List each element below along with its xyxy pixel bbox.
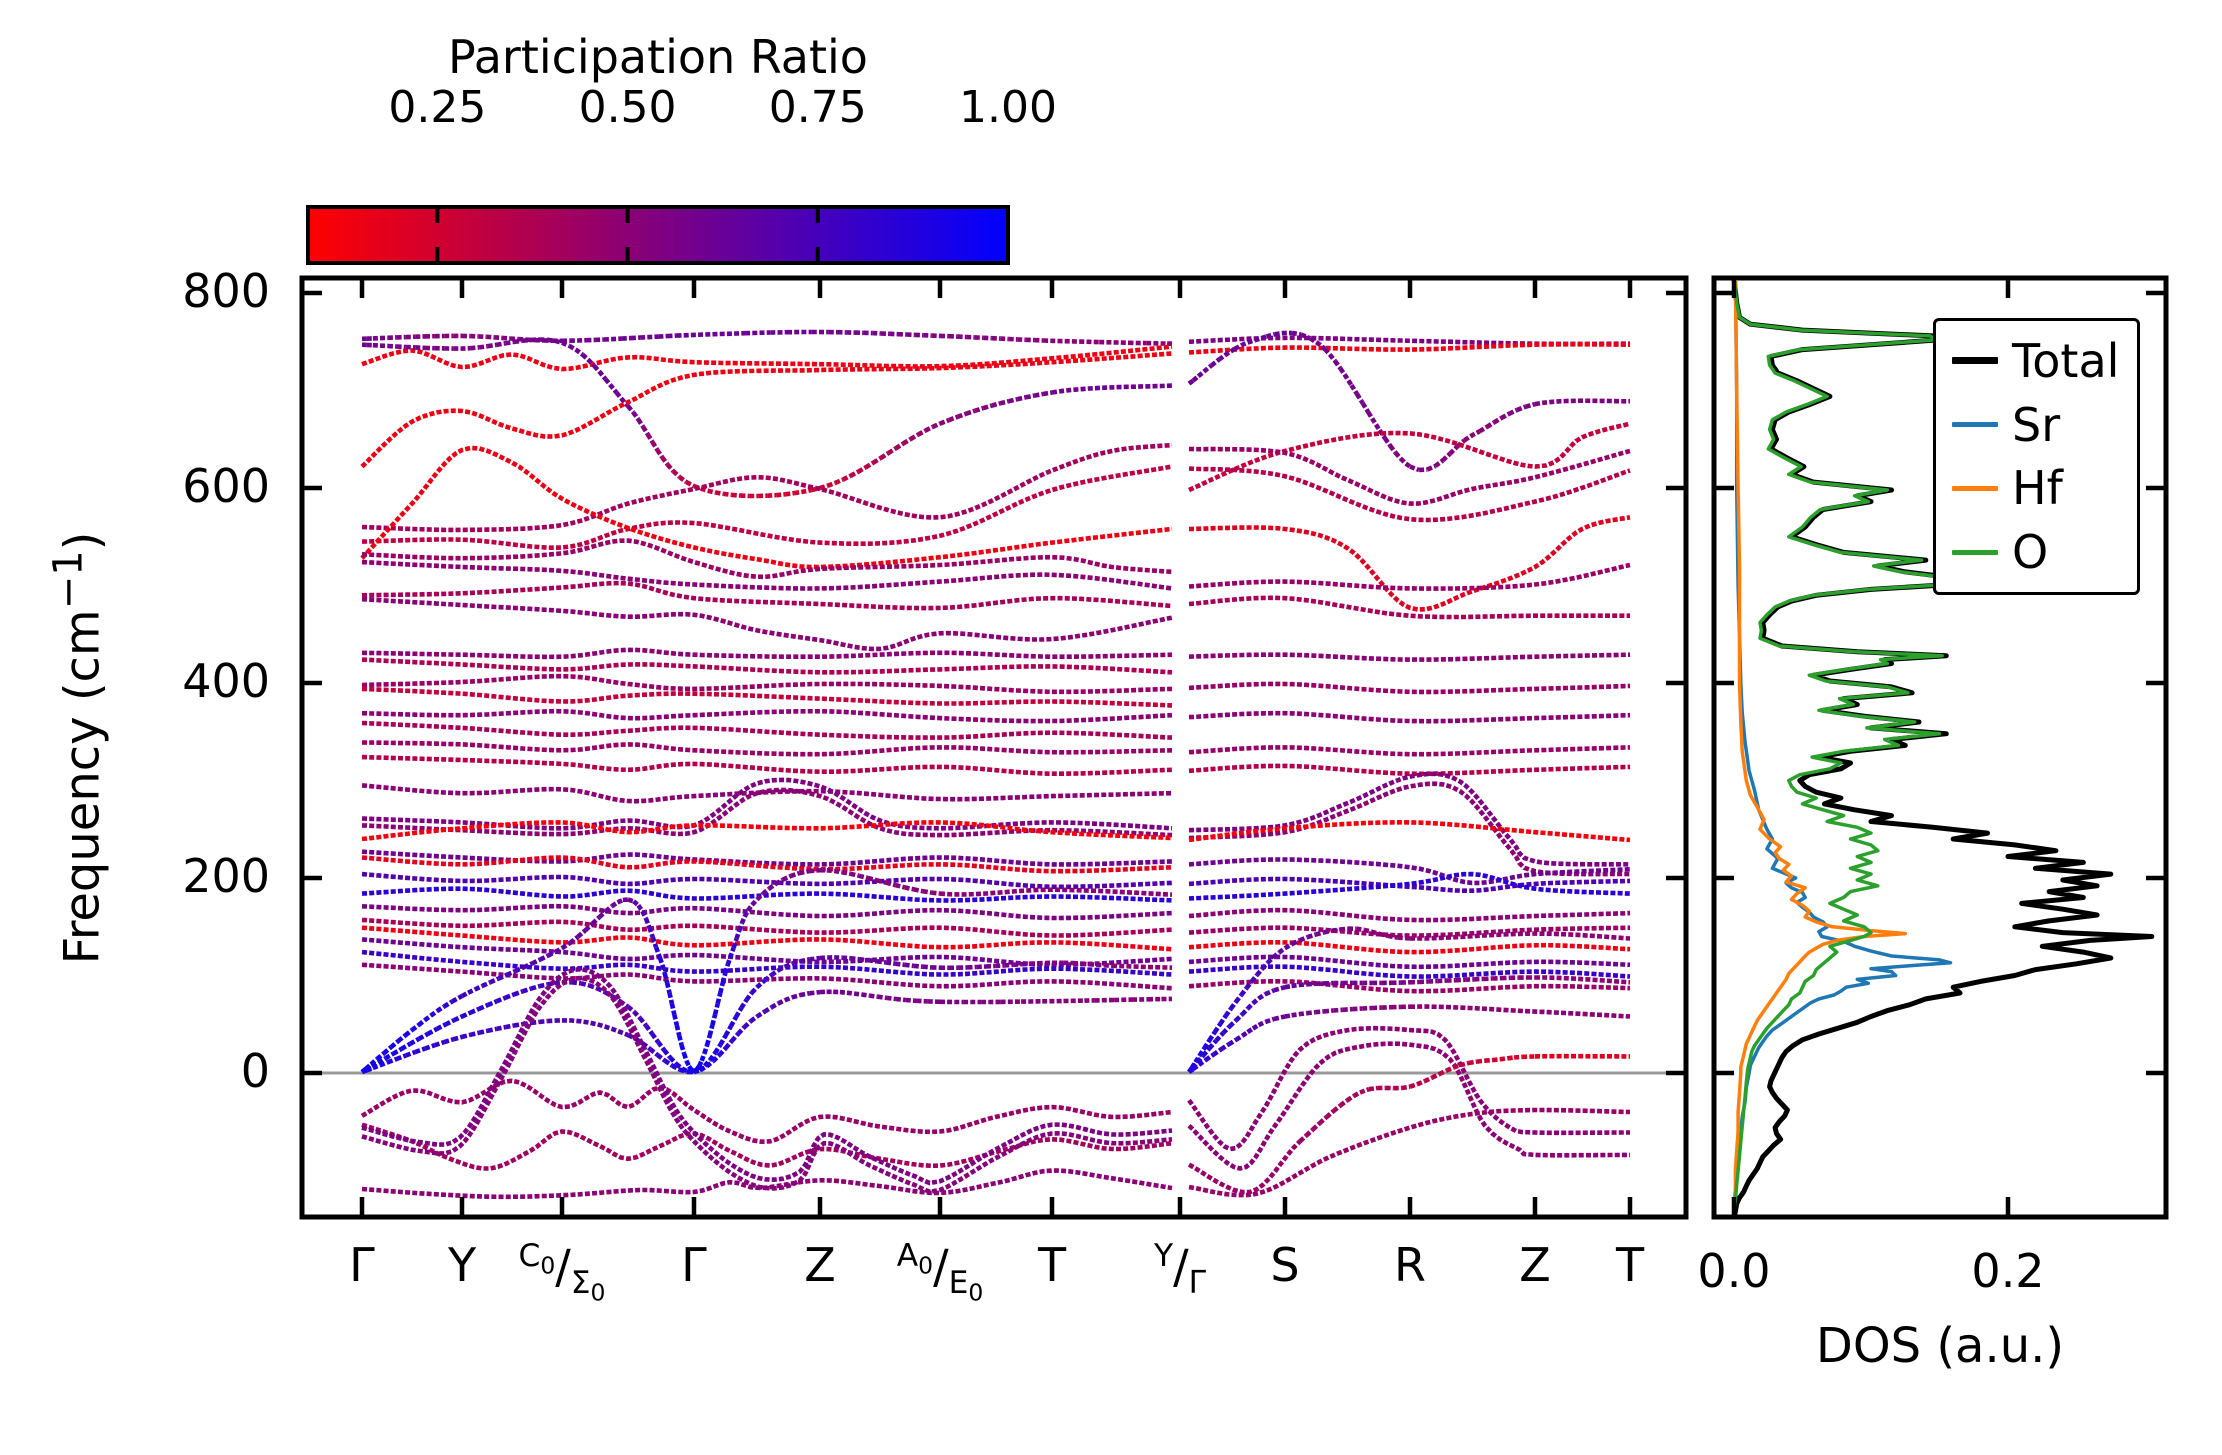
kpath-label: T — [1037, 1238, 1067, 1292]
legend-label: Sr — [2012, 397, 2061, 452]
y-axis-label: Frequency (cm−1) — [45, 531, 111, 965]
legend-item-o: O — [1952, 529, 2131, 575]
legend-item-sr: Sr — [1952, 402, 2131, 448]
dos-tick-label: 0.2 — [1971, 1244, 2045, 1298]
legend-swatch — [1952, 549, 1998, 555]
kpath-label: S — [1270, 1238, 1300, 1292]
y-tick-label: 800 — [182, 263, 270, 318]
dos-curves — [1731, 280, 2155, 1215]
legend-label: O — [2012, 525, 2049, 580]
dos-axis-label: DOS (a.u.) — [1815, 1318, 2065, 1374]
legend-swatch — [1952, 485, 1998, 491]
band-structure — [360, 329, 1631, 1200]
kpath-label: Z — [1519, 1238, 1551, 1292]
legend-label: Total — [2012, 333, 2120, 388]
legend-item-total: Total — [1952, 338, 2131, 384]
colorbar-tick-label: 1.00 — [959, 82, 1057, 133]
dos-panel-frame — [1711, 275, 2169, 1220]
kpath-label: Γ — [681, 1238, 707, 1292]
dos-curve-o — [1732, 280, 1965, 1210]
band-panel-frame — [299, 275, 1689, 1220]
colorbar-gradient — [306, 205, 1010, 265]
legend-swatch — [1952, 357, 1998, 365]
legend-swatch — [1952, 422, 1998, 428]
y-tick-label: 200 — [182, 848, 270, 903]
kpath-label: Y — [447, 1238, 477, 1292]
colorbar-tick-label: 0.50 — [578, 82, 677, 133]
dos-curve-sr — [1732, 280, 1953, 1205]
kpath-label: Y/Γ — [1153, 1238, 1207, 1301]
colorbar-tick-label: 0.75 — [768, 82, 867, 133]
dos-legend: Total Sr Hf O — [1933, 318, 2140, 595]
legend-item-hf: Hf — [1952, 465, 2131, 511]
dos-curve-hf — [1732, 280, 1908, 1205]
y-tick-label: 0 — [240, 1043, 270, 1098]
kpath-label: C0/Σ0 — [518, 1238, 606, 1306]
kpath-label: Γ — [349, 1238, 375, 1292]
kpath-label: T — [1615, 1238, 1645, 1292]
y-tick-label: 400 — [182, 653, 270, 708]
legend-label: Hf — [2012, 461, 2063, 516]
kpath-label: A0/E0 — [896, 1238, 984, 1306]
colorbar-title: Participation Ratio — [448, 30, 868, 84]
dos-tick-label: 0.0 — [1697, 1244, 1771, 1298]
kpath-label: Z — [804, 1238, 836, 1292]
y-tick-label: 600 — [182, 458, 270, 513]
kpath-label: R — [1394, 1238, 1426, 1292]
colorbar-tick-label: 0.25 — [388, 82, 487, 133]
